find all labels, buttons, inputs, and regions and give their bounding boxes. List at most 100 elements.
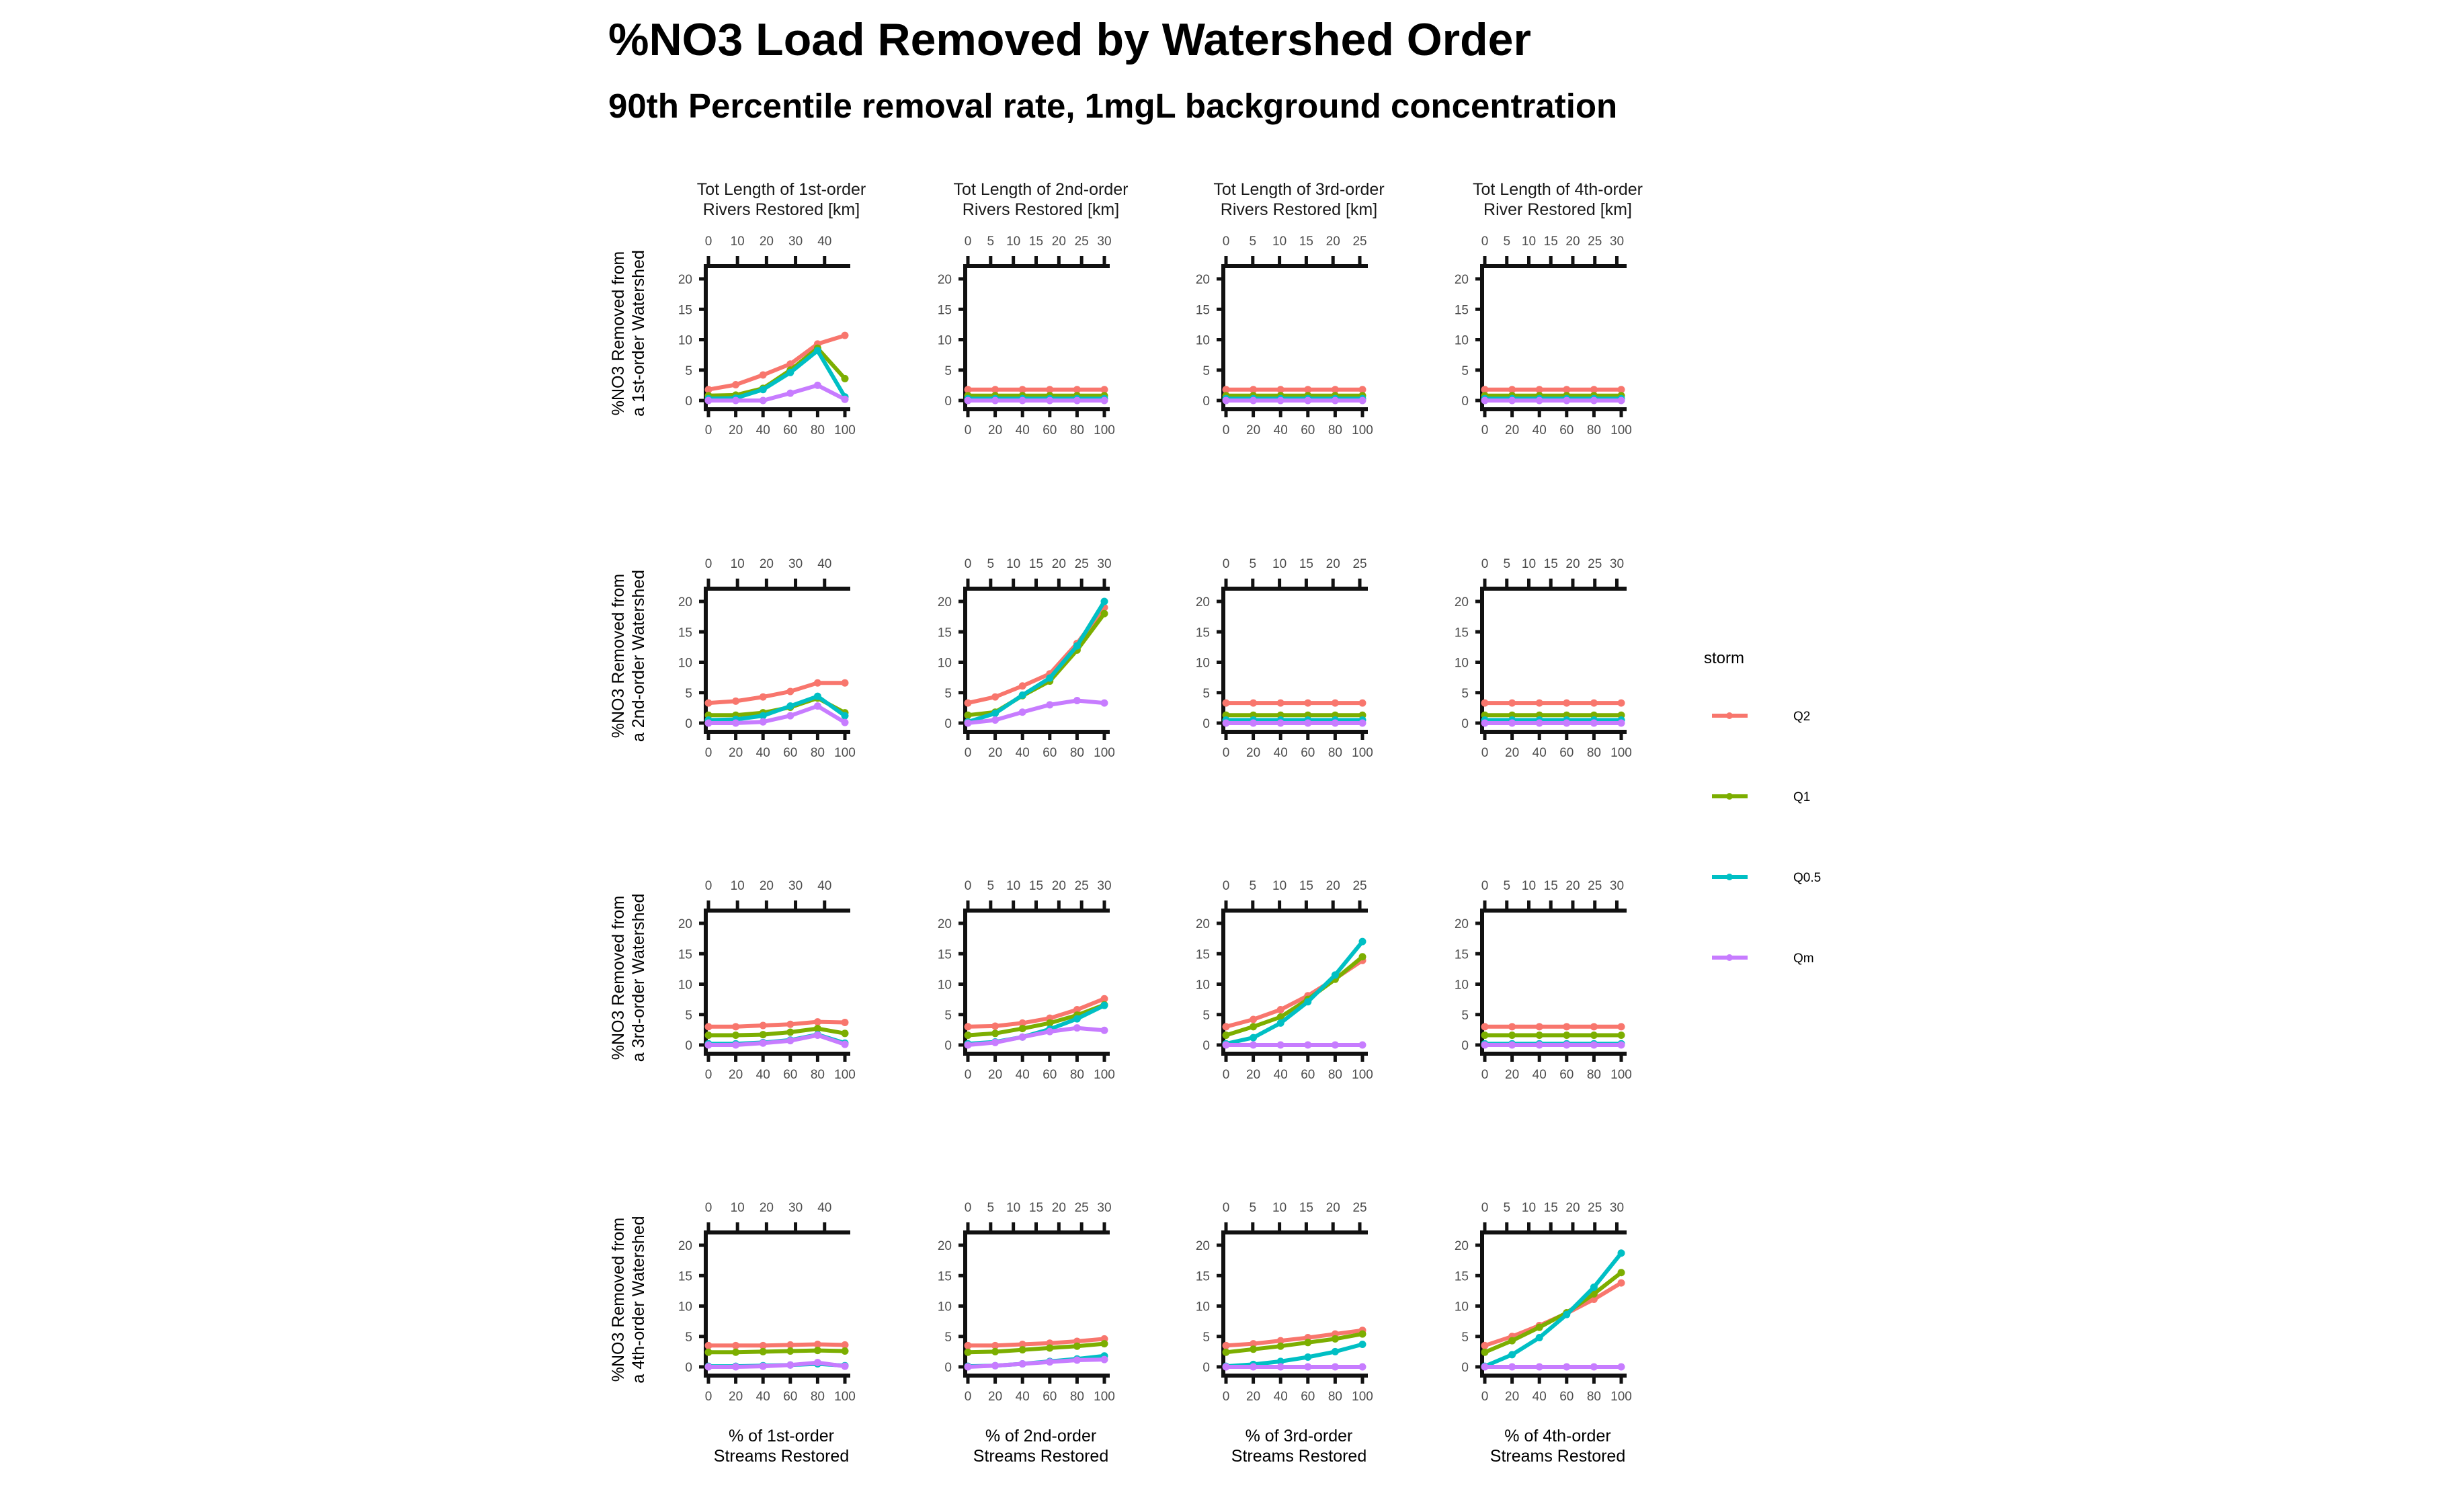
y-tick-label: 20 [938,917,952,931]
top-tick-label: 15 [1029,879,1043,893]
data-point-Qm-r3c2 [1018,1033,1026,1041]
data-point-Q1-r3c1 [786,1028,794,1036]
x-tick-label: 60 [1559,423,1574,437]
series-line-Q2-r3c2 [966,997,1106,1029]
y-axis-title: a 1st-order Watershed [629,250,648,417]
top-tick-label: 30 [1610,557,1624,571]
data-point-Q2-r4c3 [1222,1341,1230,1349]
data-point-Q0.5-r1c1 [786,368,794,376]
x-tick-label: 0 [965,746,972,760]
x-tick-label: 0 [1223,1390,1230,1404]
x-tick-label: 40 [1533,1068,1547,1082]
top-tick-label: 0 [1481,1201,1489,1215]
data-point-Q2-r4c1 [759,1341,767,1349]
data-point-Q1-r4c4 [1590,1290,1598,1298]
top-tick-label: 0 [1481,879,1489,893]
y-tick-label: 15 [678,303,692,317]
x-tick-label: 100 [834,746,856,760]
x-tick-label: 80 [1587,1390,1601,1404]
x-tick-label: 60 [1559,746,1574,760]
x-axis-title: % of 1st-order [729,1427,834,1445]
y-tick-label: 5 [944,364,952,378]
data-point-Qm-r1c3 [1331,396,1339,405]
top-tick-label: 30 [788,235,803,249]
data-point-Q1-r4c1 [732,1348,740,1356]
y-tick-label: 15 [678,1269,692,1284]
y-tick-label: 10 [1455,334,1469,348]
data-point-Qm-r1c3 [1304,396,1312,405]
top-tick-label: 30 [1097,557,1111,571]
data-point-Qm-r3c3 [1250,1041,1258,1049]
x-tick-label: 40 [1274,1390,1288,1404]
top-tick-label: 15 [1544,235,1558,249]
top-tick-label: 10 [1522,235,1536,249]
data-point-Q2-r2c4 [1481,699,1489,707]
data-point-Q2-r3c3 [1250,1015,1258,1023]
data-point-Qm-r1c4 [1481,396,1489,405]
y-tick-label: 20 [678,595,692,610]
x-tick-label: 0 [705,1390,712,1404]
y-tick-label: 15 [938,948,952,962]
x-tick-label: 0 [705,423,712,437]
data-point-Qm-r1c3 [1250,396,1258,405]
y-tick-label: 20 [678,917,692,931]
data-point-Q2-r1c1 [732,380,740,388]
top-tick-label: 20 [1052,235,1066,249]
data-point-Qm-r2c3 [1276,719,1284,727]
x-tick-label: 40 [1533,423,1547,437]
y-tick-label: 0 [1461,394,1469,409]
x-tick-label: 80 [811,1390,825,1404]
top-tick-label: 40 [817,879,831,893]
data-point-Qm-r3c1 [841,1040,849,1048]
data-point-Q1-r3c4 [1563,1032,1571,1040]
data-point-Qm-r2c4 [1535,719,1543,727]
data-point-Q2-r2c3 [1331,699,1339,707]
x-tick-label: 20 [1246,746,1260,760]
data-point-Qm-r2c2 [1100,699,1108,707]
y-tick-label: 20 [1455,273,1469,287]
x-tick-label: 20 [1505,1390,1519,1404]
y-tick-label: 5 [944,687,952,701]
top-tick-label: 15 [1029,235,1043,249]
top-tick-label: 20 [1052,1201,1066,1215]
x-tick-label: 40 [756,423,770,437]
y-tick-label: 15 [678,626,692,640]
x-tick-label: 0 [705,746,712,760]
y-tick-label: 10 [1455,978,1469,993]
data-point-Q2-r1c2 [1073,386,1081,394]
data-point-Q1-r4c1 [759,1347,767,1355]
x-tick-label: 60 [1559,1068,1574,1082]
top-tick-label: 25 [1075,879,1089,893]
top-tick-label: 5 [987,557,995,571]
top-tick-label: 25 [1075,235,1089,249]
top-tick-label: 10 [1272,557,1287,571]
x-axis-title: Streams Restored [714,1447,849,1466]
data-point-Q2-r1c4 [1617,386,1625,394]
data-point-Q0.5-r4c3 [1276,1357,1284,1366]
data-point-Q1-r4c4 [1481,1348,1489,1356]
series-line-Qm-r4c2 [966,1357,1106,1369]
y-tick-label: 0 [1202,1361,1210,1375]
data-point-Q2-r1c4 [1508,386,1516,394]
data-point-Q2-r3c3 [1222,1023,1230,1031]
data-point-Q2-r2c2 [964,699,972,707]
data-point-Q0.5-r3c3 [1358,937,1366,946]
y-tick-label: 5 [685,364,692,378]
x-tick-label: 100 [1352,1390,1373,1404]
top-tick-label: 15 [1299,235,1313,249]
top-tick-label: 20 [1565,235,1580,249]
data-point-Qm-r2c1 [813,702,821,710]
y-tick-label: 10 [678,657,692,671]
data-point-Q1-r2c2 [1100,610,1108,618]
top-tick-label: 30 [1610,879,1624,893]
data-point-Q1-r4c2 [1100,1340,1108,1348]
top-tick-label: 20 [1326,879,1340,893]
y-tick-label: 20 [1196,273,1210,287]
top-tick-label: 0 [1223,235,1230,249]
data-point-Q2-r3c1 [759,1021,767,1030]
top-tick-label: 40 [817,1201,831,1215]
data-point-Q0.5-r4c4 [1535,1334,1543,1342]
data-point-Qm-r1c3 [1222,396,1230,405]
data-point-Qm-r4c1 [732,1363,740,1371]
chart-title: %NO3 Load Removed by Watershed Order [608,14,1531,65]
